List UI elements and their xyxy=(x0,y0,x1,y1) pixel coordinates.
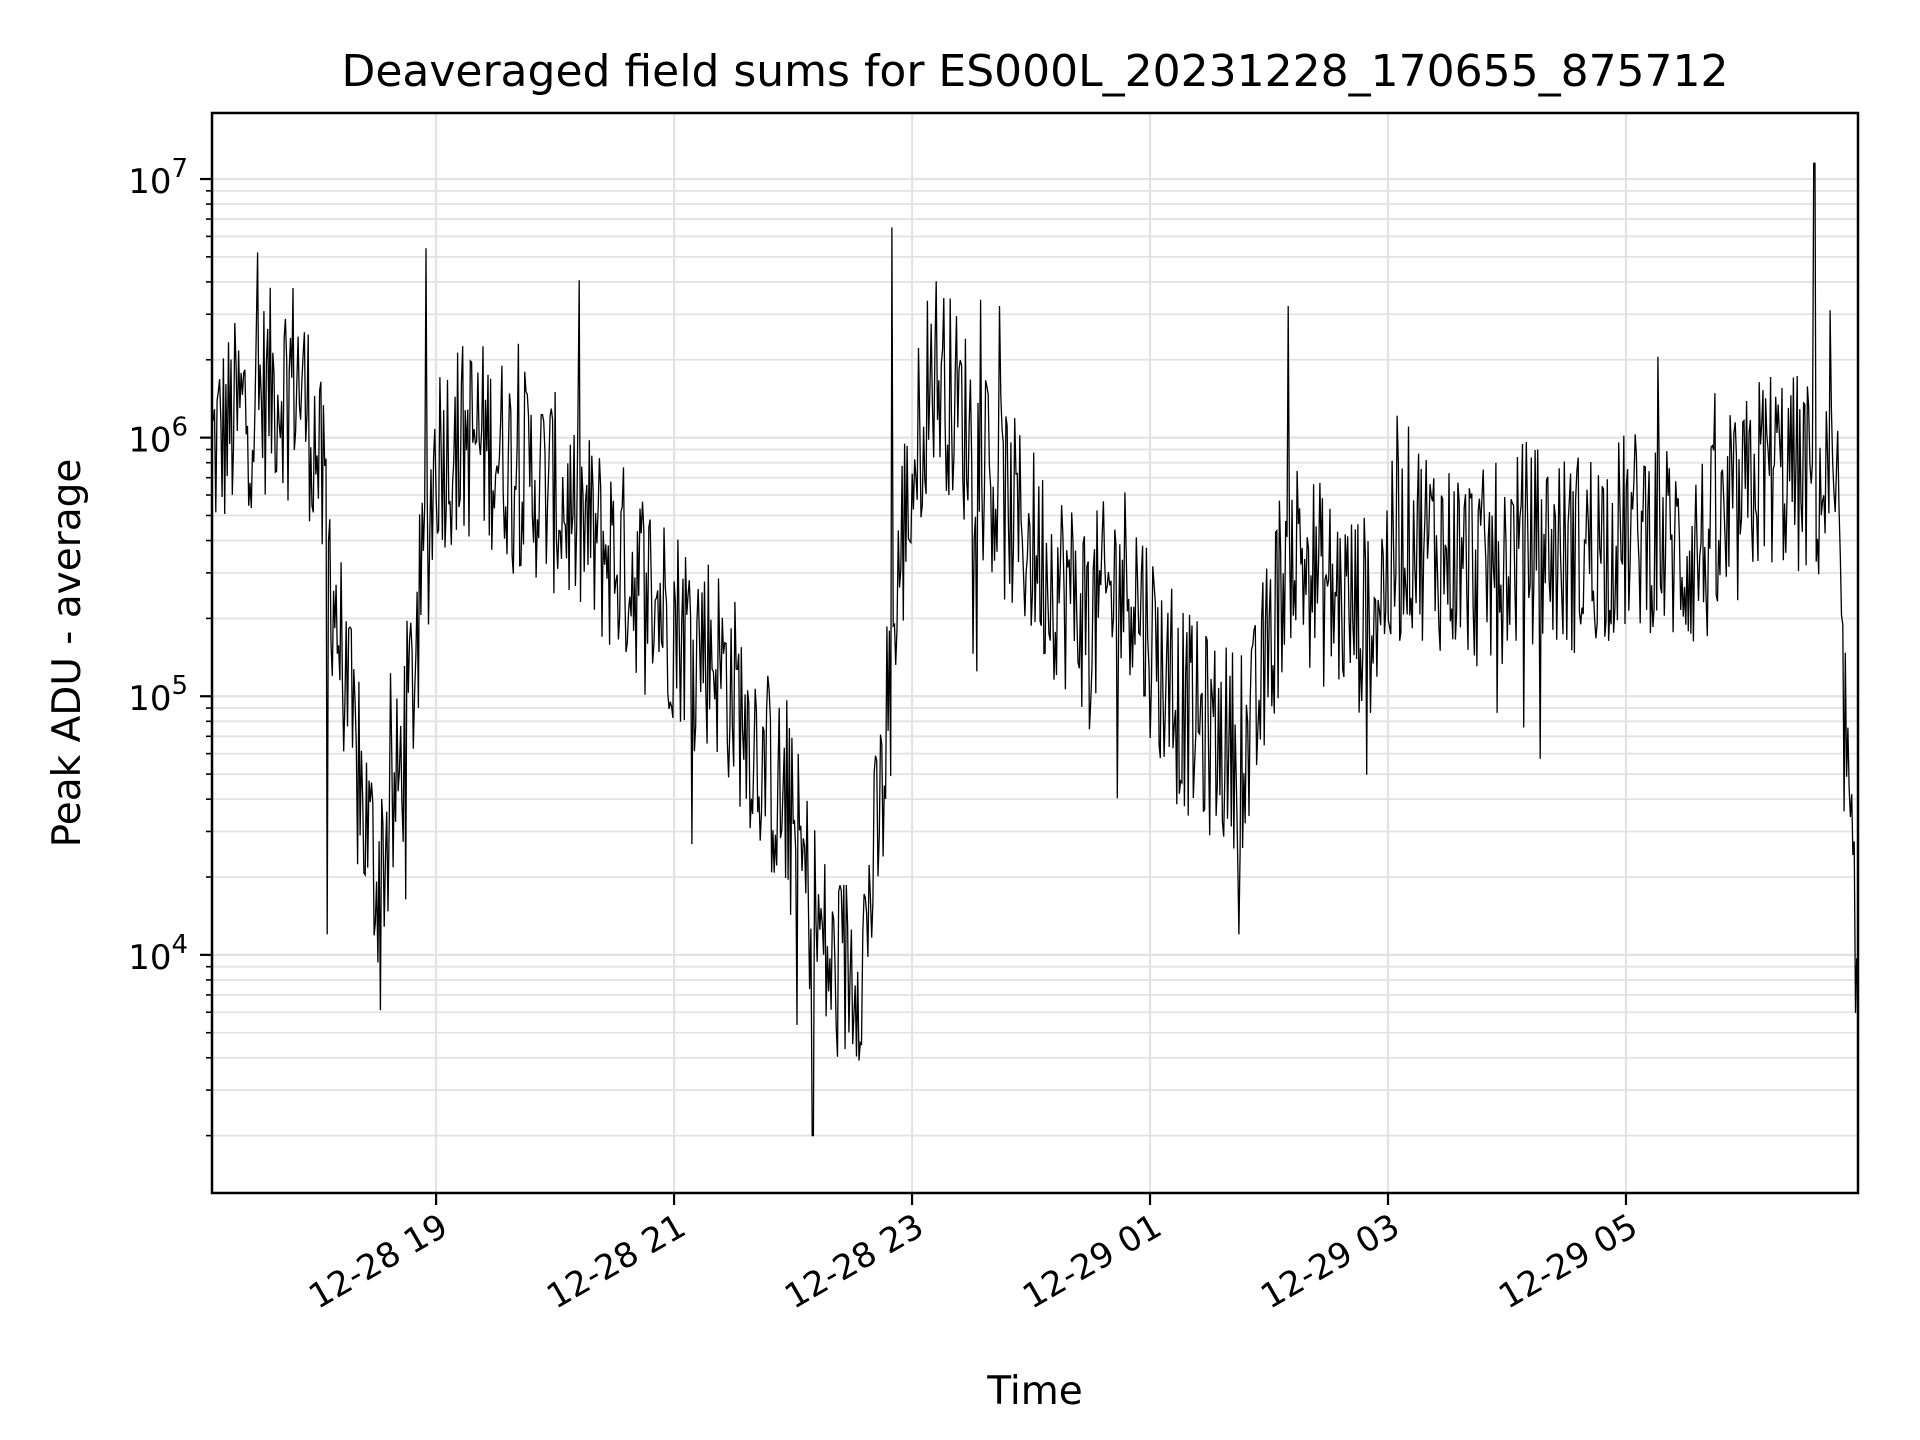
y-tick-label: 106 xyxy=(128,413,188,461)
y-tick-label: 107 xyxy=(128,154,188,202)
y-axis: 104 105 106 107 xyxy=(128,154,212,1137)
y-tick-label: 105 xyxy=(128,671,188,719)
y-axis-label: Peak ADU - average xyxy=(45,459,90,848)
axes-frame xyxy=(210,111,1860,1195)
x-axis-label: Time xyxy=(986,1369,1082,1414)
series-line xyxy=(211,162,1859,1137)
plot-area xyxy=(211,162,1859,1137)
chart-title: Deaveraged field sums for ES000L_2023122… xyxy=(341,46,1728,97)
y-tick-label: 104 xyxy=(128,930,188,978)
